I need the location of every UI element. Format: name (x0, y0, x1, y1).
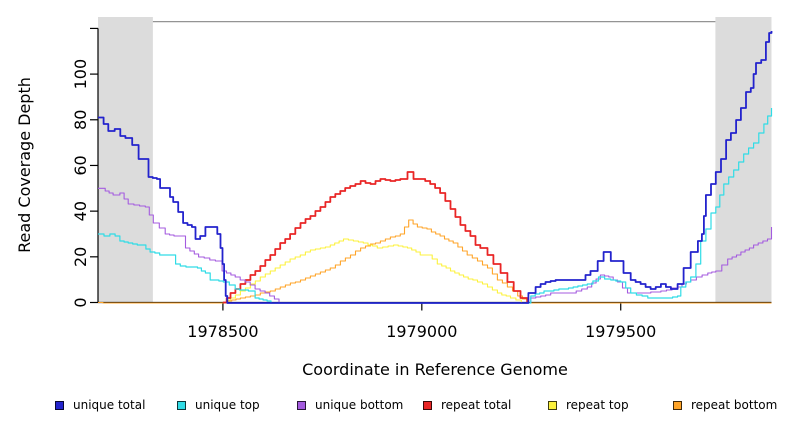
x-axis-title: Coordinate in Reference Genome (302, 360, 568, 379)
y-axis-title: Read Coverage Depth (15, 77, 34, 253)
x-tick-label: 1979000 (386, 322, 457, 341)
x-tick-label: 1979500 (585, 322, 656, 341)
series-line-repeat-bottom (98, 219, 772, 304)
series-line-repeat-total (222, 171, 529, 304)
x-tick-label: 1978500 (187, 322, 258, 341)
y-tick-label: 100 (71, 59, 90, 90)
series-line-unique-total (98, 31, 773, 304)
y-tick-label: 80 (71, 110, 90, 130)
y-tick-label: 0 (71, 297, 90, 307)
y-tick-label: 60 (71, 155, 90, 175)
y-tick-label: 20 (71, 247, 90, 267)
series-line-repeat-top (222, 238, 522, 304)
series-line-unique-top (98, 108, 773, 304)
y-tick-label: 40 (71, 201, 90, 221)
series-line-unique-bottom (98, 187, 773, 304)
